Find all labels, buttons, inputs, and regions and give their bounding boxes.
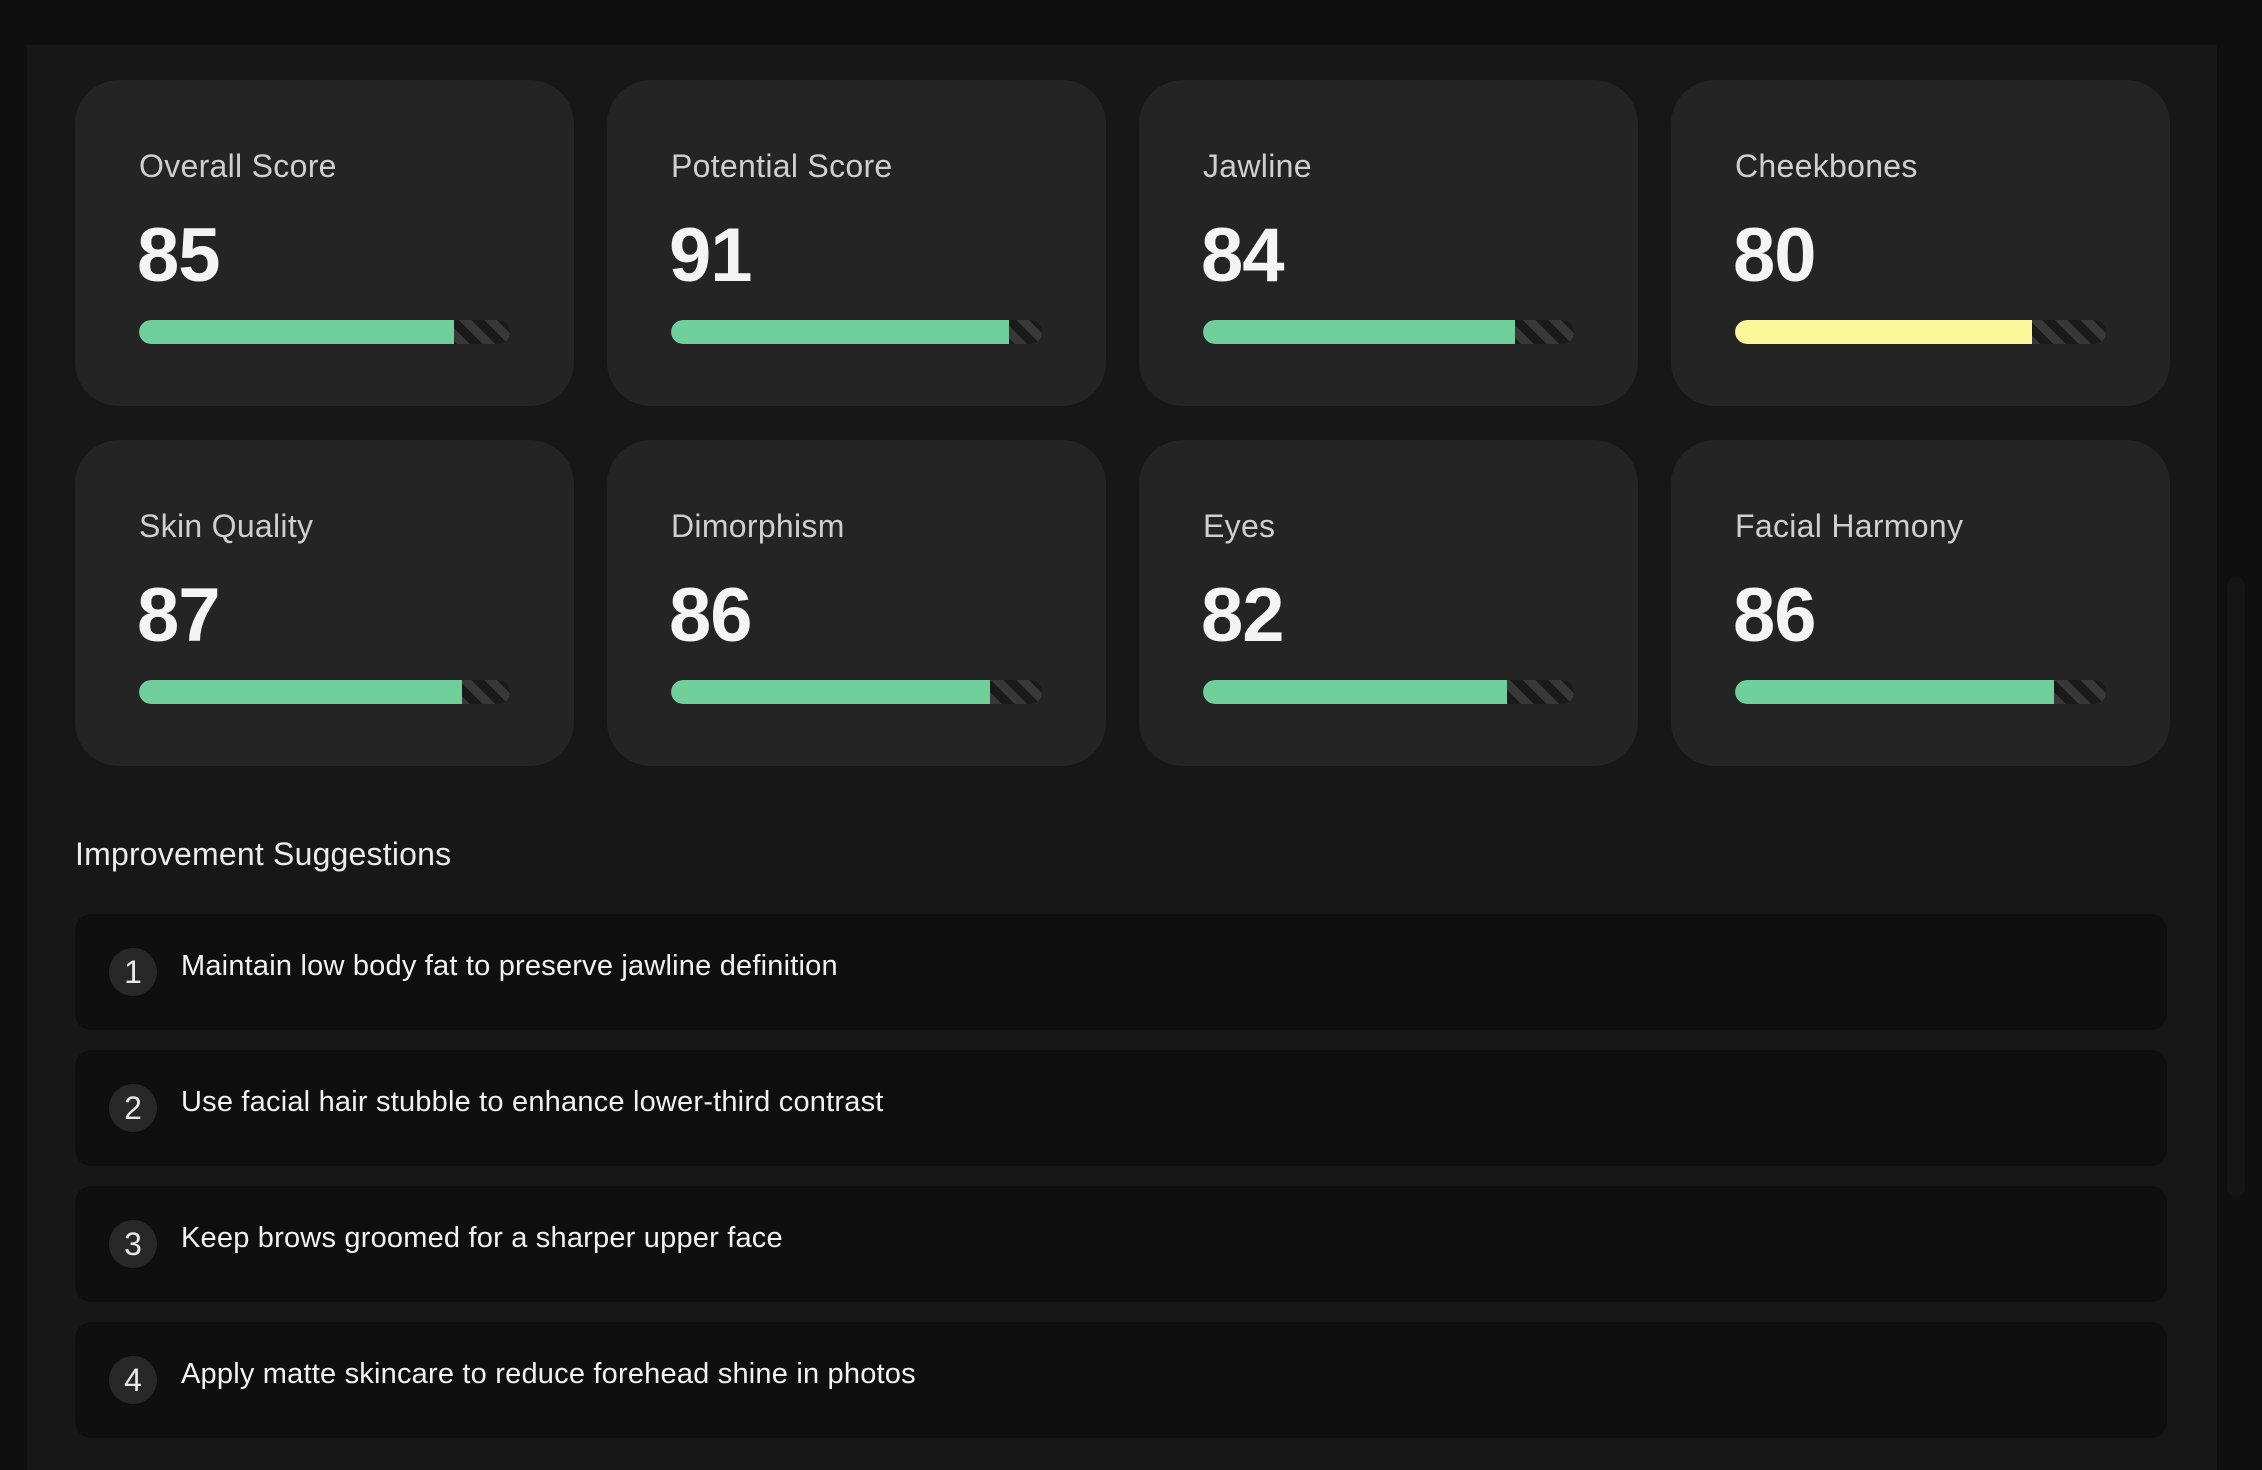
score-card-dimorphism: Dimorphism 86 [607, 440, 1106, 766]
score-card-skin-quality: Skin Quality 87 [75, 440, 574, 766]
score-value: 91 [669, 213, 753, 298]
suggestion-text: Keep brows groomed for a sharper upper f… [181, 1222, 783, 1254]
score-progress-track [139, 680, 510, 704]
score-progress-fill [1735, 680, 2055, 704]
score-progress-fill [139, 320, 455, 344]
score-progress-fill [1203, 680, 1508, 704]
score-progress-track [1735, 320, 2106, 344]
score-progress-track [671, 680, 1042, 704]
suggestion-item: 1 Maintain low body fat to preserve jawl… [75, 914, 2167, 1030]
score-progress-track [1203, 320, 1574, 344]
suggestion-number-badge: 3 [109, 1220, 157, 1268]
score-card-jawline: Jawline 84 [1139, 80, 1638, 406]
suggestion-number-badge: 2 [109, 1084, 157, 1132]
score-card-overall: Overall Score 85 [75, 80, 574, 406]
score-card-potential: Potential Score 91 [607, 80, 1106, 406]
score-label: Jawline [1203, 148, 1312, 184]
score-label: Overall Score [139, 148, 337, 184]
score-progress-fill [1203, 320, 1515, 344]
score-value: 82 [1201, 573, 1285, 658]
score-value: 80 [1733, 213, 1817, 298]
score-card-cheekbones: Cheekbones 80 [1671, 80, 2170, 406]
score-value: 86 [1733, 573, 1817, 658]
score-progress-fill [671, 320, 1009, 344]
score-value: 84 [1201, 213, 1285, 298]
score-progress-track [1735, 680, 2106, 704]
score-value: 87 [137, 573, 221, 658]
suggestion-text: Use facial hair stubble to enhance lower… [181, 1086, 884, 1118]
score-progress-fill [1735, 320, 2032, 344]
score-label: Dimorphism [671, 508, 845, 544]
score-card-facial-harmony: Facial Harmony 86 [1671, 440, 2170, 766]
score-progress-track [1203, 680, 1574, 704]
suggestion-item: 4 Apply matte skincare to reduce forehea… [75, 1322, 2167, 1438]
suggestion-number-badge: 1 [109, 948, 157, 996]
score-value: 85 [137, 213, 221, 298]
suggestion-list: 1 Maintain low body fat to preserve jawl… [75, 914, 2167, 1458]
score-progress-track [671, 320, 1042, 344]
score-progress-fill [671, 680, 991, 704]
suggestion-item: 2 Use facial hair stubble to enhance low… [75, 1050, 2167, 1166]
suggestion-text: Maintain low body fat to preserve jawlin… [181, 950, 838, 982]
score-label: Facial Harmony [1735, 508, 1964, 544]
score-progress-track [139, 320, 510, 344]
improvement-suggestions-title: Improvement Suggestions [75, 836, 452, 872]
score-card-eyes: Eyes 82 [1139, 440, 1638, 766]
score-label: Potential Score [671, 148, 893, 184]
score-label: Eyes [1203, 508, 1276, 544]
score-value: 86 [669, 573, 753, 658]
score-grid: Overall Score 85 Potential Score 91 Jawl… [75, 80, 2170, 766]
score-progress-fill [139, 680, 462, 704]
score-label: Skin Quality [139, 508, 314, 544]
suggestion-number-badge: 4 [109, 1356, 157, 1404]
scrollbar[interactable] [2227, 577, 2245, 1197]
suggestion-item: 3 Keep brows groomed for a sharper upper… [75, 1186, 2167, 1302]
suggestion-text: Apply matte skincare to reduce forehead … [181, 1358, 916, 1390]
score-label: Cheekbones [1735, 148, 1918, 184]
